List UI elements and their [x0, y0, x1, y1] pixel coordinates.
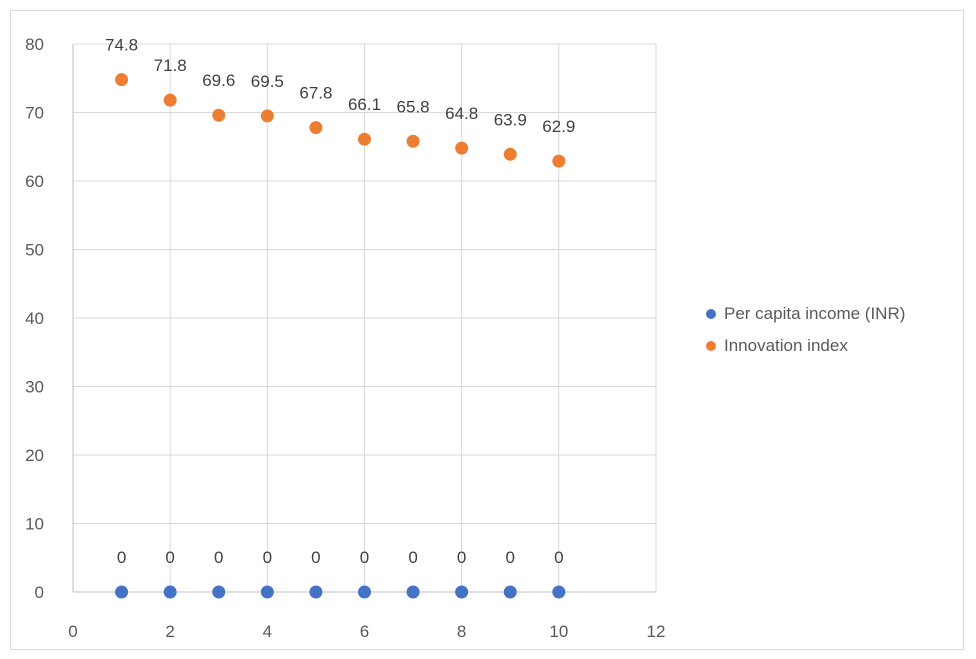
tick-labels: 0 10 20 30 40 50 60 70 80 0 2 4 6 8 10 12 — [25, 35, 665, 641]
legend-marker-per-capita-income — [706, 309, 716, 319]
data-point-innovation-index — [358, 132, 371, 146]
data-point-innovation-index — [163, 93, 177, 107]
data-point-per-capita-income-inr — [260, 585, 274, 599]
x-tick-label: 8 — [457, 622, 466, 641]
data-label-per-capita-income-inr: 0 — [214, 548, 223, 567]
legend-label-innovation-index: Innovation index — [724, 336, 848, 355]
x-tick-label: 6 — [360, 622, 369, 641]
data-label-innovation-index: 71.8 — [154, 56, 187, 75]
y-tick-label: 30 — [25, 378, 44, 397]
data-label-innovation-index: 67.8 — [299, 84, 332, 103]
data-point-per-capita-income-inr — [503, 585, 517, 599]
data-label-per-capita-income-inr: 0 — [360, 548, 369, 567]
data-label-innovation-index: 69.5 — [251, 72, 284, 91]
grid-lines — [73, 43, 657, 592]
data-point-per-capita-income-inr — [163, 585, 177, 599]
data-label-innovation-index: 64.8 — [445, 104, 478, 123]
data-point-innovation-index — [309, 121, 323, 135]
data-labels: 0 0 0 0 0 0 0 0 0 0 74.8 71.8 69.6 69.5 67.8 66.1 65.8 64… — [105, 36, 575, 567]
data-label-per-capita-income-inr: 0 — [506, 548, 515, 567]
data-label-per-capita-income-inr: 0 — [165, 548, 174, 567]
y-tick-label: 50 — [25, 241, 44, 260]
y-tick-label: 10 — [25, 515, 44, 534]
data-point-innovation-index — [115, 73, 129, 87]
data-label-innovation-index: 66.1 — [348, 95, 381, 114]
data-point-innovation-index — [552, 154, 566, 168]
data-point-per-capita-income-inr — [358, 585, 371, 599]
data-point-innovation-index — [406, 134, 420, 148]
x-tick-label: 2 — [165, 622, 174, 641]
data-label-per-capita-income-inr: 0 — [408, 548, 417, 567]
data-label-innovation-index: 74.8 — [105, 36, 138, 55]
data-point-per-capita-income-inr — [455, 585, 469, 599]
legend: Per capita income (INR) Innovation index — [706, 298, 966, 362]
y-tick-label: 0 — [35, 583, 44, 602]
data-point-per-capita-income-inr — [406, 585, 420, 599]
y-tick-label: 20 — [25, 446, 44, 465]
y-tick-label: 80 — [25, 35, 44, 54]
legend-marker-innovation-index — [706, 341, 716, 351]
data-point-per-capita-income-inr — [212, 585, 226, 599]
x-tick-label: 12 — [647, 622, 666, 641]
data-label-innovation-index: 69.6 — [202, 71, 235, 90]
data-label-per-capita-income-inr: 0 — [457, 548, 466, 567]
data-label-per-capita-income-inr: 0 — [117, 548, 126, 567]
data-label-per-capita-income-inr: 0 — [263, 548, 272, 567]
data-label-innovation-index: 62.9 — [542, 117, 575, 136]
chart-area — [10, 10, 964, 650]
data-point-innovation-index — [455, 141, 469, 155]
legend-label-per-capita-income: Per capita income (INR) — [724, 304, 906, 323]
data-points — [115, 73, 566, 599]
y-tick-label: 60 — [25, 172, 44, 191]
x-tick-label: 0 — [68, 622, 77, 641]
y-tick-label: 70 — [25, 104, 44, 123]
data-label-per-capita-income-inr: 0 — [311, 548, 320, 567]
data-point-innovation-index — [260, 109, 274, 123]
data-point-per-capita-income-inr — [552, 585, 566, 599]
data-point-innovation-index — [212, 108, 226, 122]
legend-item-per-capita-income: Per capita income (INR) — [706, 298, 966, 330]
legend-item-innovation-index: Innovation index — [706, 330, 966, 362]
x-tick-label: 10 — [549, 622, 568, 641]
data-label-innovation-index: 63.9 — [494, 110, 527, 129]
data-point-innovation-index — [503, 147, 517, 161]
data-label-per-capita-income-inr: 0 — [554, 548, 563, 567]
data-point-per-capita-income-inr — [115, 585, 129, 599]
x-tick-label: 4 — [263, 622, 272, 641]
data-label-innovation-index: 65.8 — [397, 97, 430, 116]
y-tick-label: 40 — [25, 309, 44, 328]
data-point-per-capita-income-inr — [309, 585, 323, 599]
